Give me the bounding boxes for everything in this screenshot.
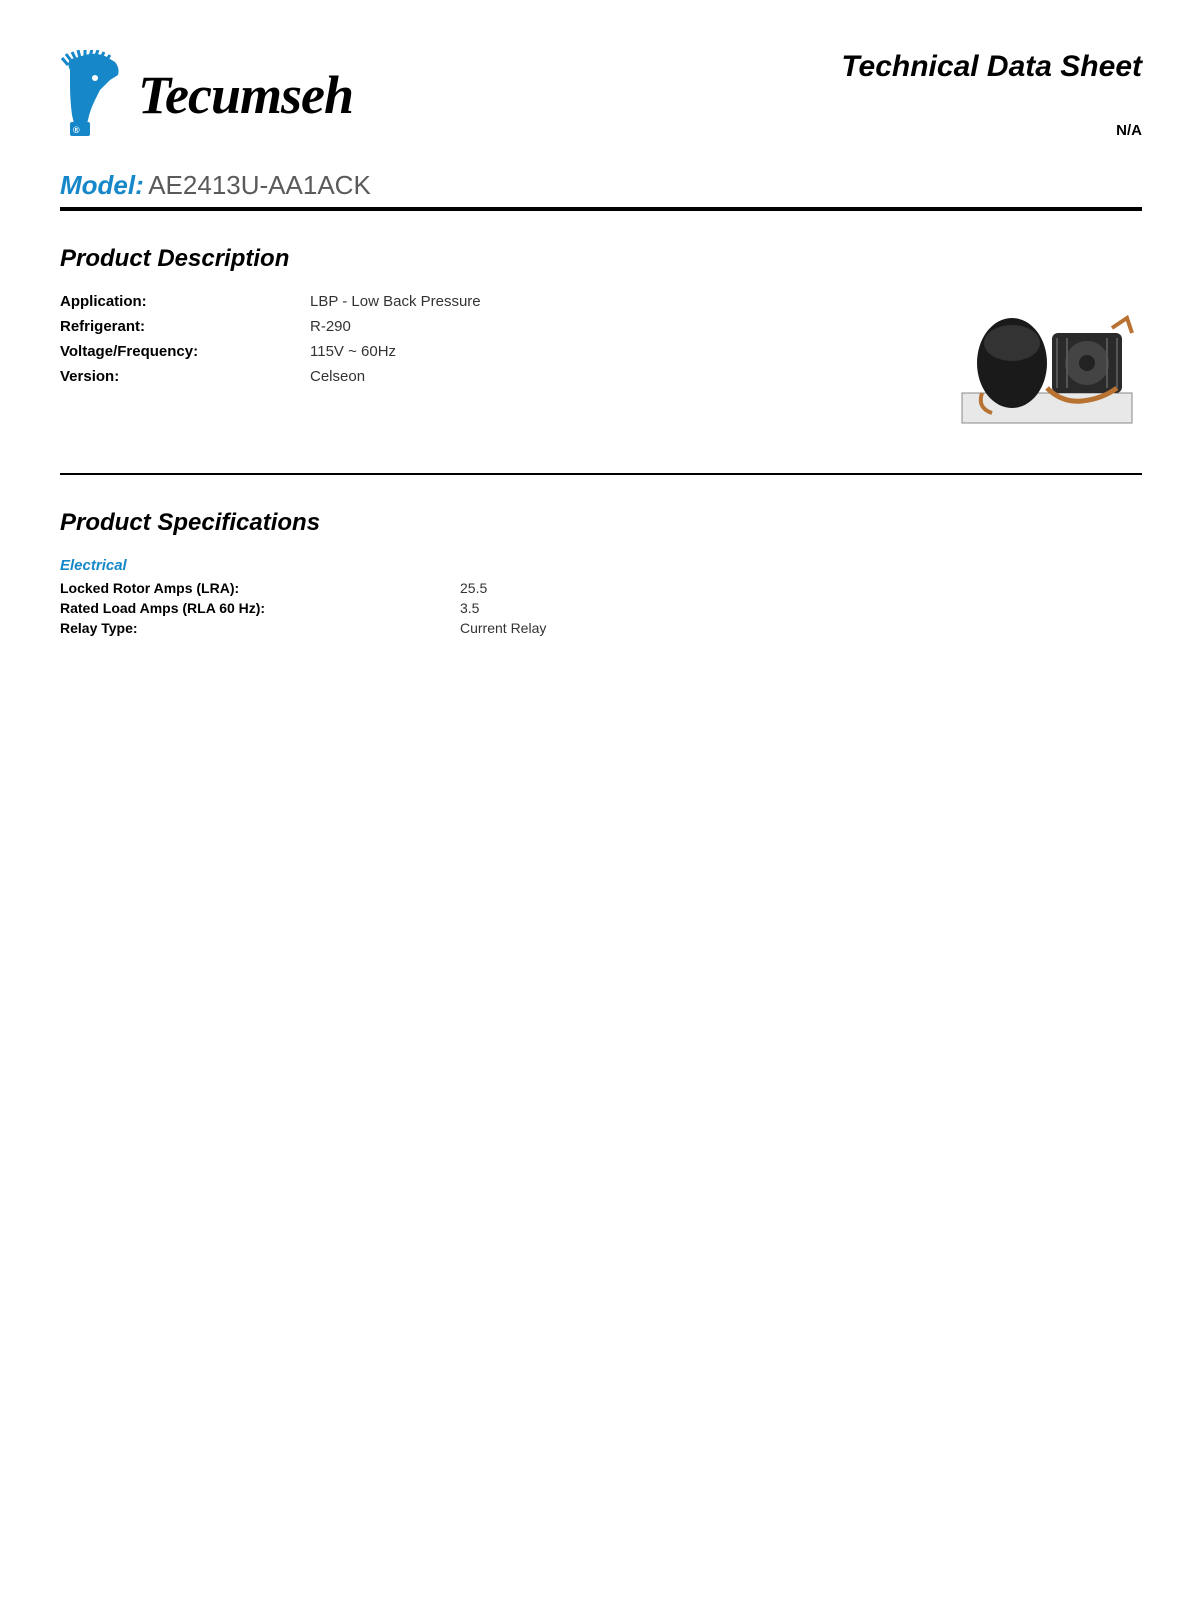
model-value: AE2413U-AA1ACK [148, 170, 371, 200]
desc-label: Application: [60, 293, 310, 310]
spec-label: Relay Type: [60, 620, 460, 636]
svg-text:®: ® [73, 125, 80, 135]
desc-label: Refrigerant: [60, 318, 310, 335]
brand-wordmark: Tecumseh [138, 64, 353, 126]
desc-value: R-290 [310, 318, 481, 335]
spec-value: 3.5 [460, 600, 1142, 616]
header-right: Technical Data Sheet N/A [841, 50, 1142, 139]
desc-label: Version: [60, 368, 310, 385]
product-image-icon [952, 293, 1142, 433]
product-specifications-title: Product Specifications [60, 509, 1142, 537]
spec-value: Current Relay [460, 620, 1142, 636]
desc-value: Celseon [310, 368, 481, 385]
desc-label: Voltage/Frequency: [60, 343, 310, 360]
spec-label: Rated Load Amps (RLA 60 Hz): [60, 600, 460, 616]
product-description-block: Application: LBP - Low Back Pressure Ref… [60, 293, 1142, 475]
model-row: Model: AE2413U-AA1ACK [60, 170, 1142, 211]
spec-label: Locked Rotor Amps (LRA): [60, 580, 460, 596]
tecumseh-head-icon: ® [60, 50, 130, 140]
header: ® Tecumseh Technical Data Sheet N/A [60, 50, 1142, 140]
na-label: N/A [841, 122, 1142, 139]
electrical-spec-table: Locked Rotor Amps (LRA): 25.5 Rated Load… [60, 580, 1142, 636]
desc-value: LBP - Low Back Pressure [310, 293, 481, 310]
spec-value: 25.5 [460, 580, 1142, 596]
document-title: Technical Data Sheet [841, 50, 1142, 84]
electrical-subsection-title: Electrical [60, 557, 1142, 574]
desc-value: 115V ~ 60Hz [310, 343, 481, 360]
product-description-title: Product Description [60, 245, 1142, 273]
brand-logo: ® Tecumseh [60, 50, 353, 140]
model-label: Model: [60, 170, 144, 200]
description-table: Application: LBP - Low Back Pressure Ref… [60, 293, 481, 385]
